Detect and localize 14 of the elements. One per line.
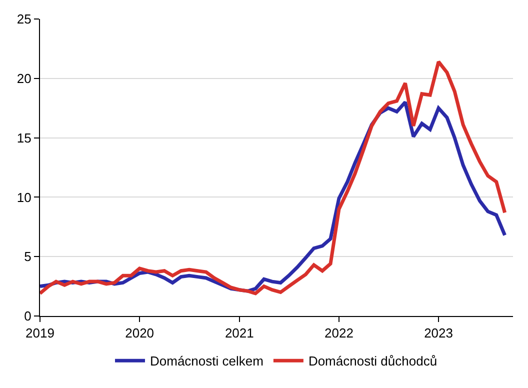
x-tick-label: 2022: [324, 326, 354, 341]
x-tick-label: 2021: [224, 326, 254, 341]
y-tick-label: 25: [16, 12, 32, 27]
y-tick-label: 15: [16, 130, 32, 146]
y-tick-label: 10: [16, 190, 32, 205]
y-tick-label: 5: [24, 249, 32, 264]
y-tick-label: 0: [24, 308, 32, 324]
legend-label: Domácnosti celkem: [150, 354, 264, 369]
y-tick-label: 20: [16, 70, 32, 86]
x-tick-label: 2023: [424, 326, 453, 341]
line-series: [40, 60, 507, 296]
x-tick-label: 2019: [26, 326, 54, 341]
x-tick-label: 2020: [125, 326, 154, 341]
legend-label: Domácnosti důchodců: [308, 354, 438, 369]
